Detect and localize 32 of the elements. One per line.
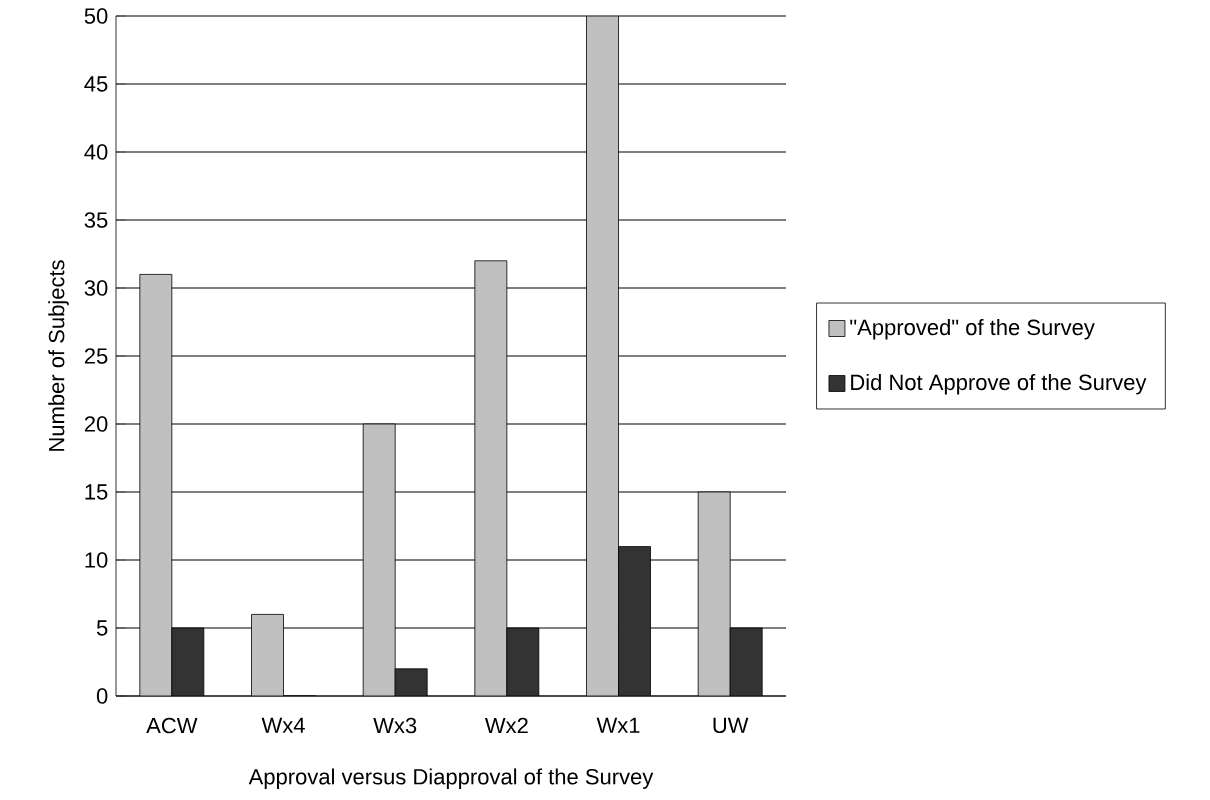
bar: [586, 16, 619, 696]
y-tick-label: 10: [85, 552, 108, 568]
x-tick-label: Wx1: [596, 717, 640, 733]
y-tick-label: 15: [85, 484, 108, 500]
bar: [362, 423, 396, 696]
bar: [171, 627, 205, 696]
bar: [729, 627, 763, 696]
bar: [506, 627, 540, 696]
y-tick-label: 40: [84, 144, 108, 160]
x-axis-title: Approval versus Diapproval of the Survey: [248, 768, 654, 789]
y-tick-label: 45: [84, 76, 108, 92]
y-axis-title: Number of Subjects: [48, 260, 69, 451]
y-tick-label: 35: [84, 212, 108, 228]
y-tick-label: 5: [96, 620, 108, 636]
y-tick-label: 50: [84, 8, 108, 24]
y-tick-label: 20: [84, 416, 108, 432]
y-tick-label: 30: [84, 280, 108, 296]
bar: [139, 274, 173, 696]
x-tick-label: UW: [713, 717, 749, 734]
y-tick-label: 0: [96, 688, 108, 704]
x-tick-label: Wx2: [484, 717, 528, 734]
x-tick-label: ACW: [146, 717, 198, 734]
bar: [394, 668, 428, 696]
bar: [474, 260, 508, 696]
bar: [251, 614, 284, 696]
y-tick-label: 25: [84, 348, 108, 364]
bar: [697, 491, 731, 696]
legend-label: Did Not Approve of the Survey: [851, 373, 1147, 395]
x-tick-label: Wx4: [261, 717, 305, 733]
x-tick-label: Wx3: [373, 717, 417, 734]
legend-label: "Approved" of the Survey: [850, 319, 1095, 340]
bar: [618, 546, 651, 696]
